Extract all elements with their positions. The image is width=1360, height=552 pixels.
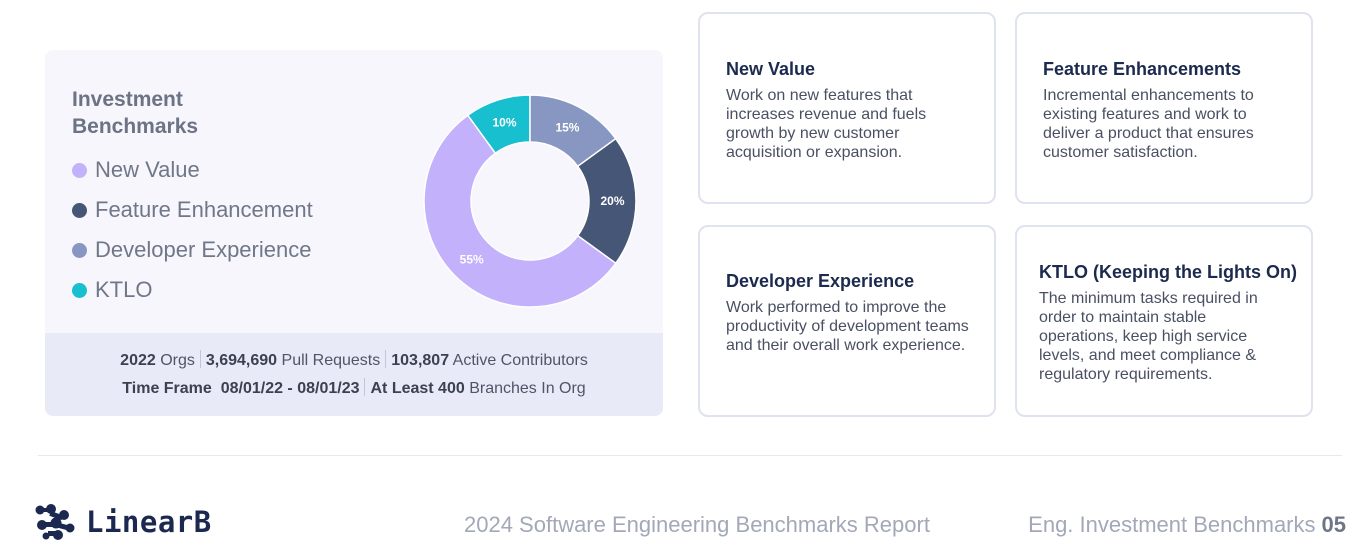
brand-name: LinearB xyxy=(86,505,212,539)
legend-dot xyxy=(72,242,87,258)
legend-item-new-value: New Value xyxy=(72,150,313,190)
stats-line-2: Time Frame 08/01/22 - 08/01/23 At Least 4… xyxy=(45,378,663,398)
donut-label-ktlo: 10% xyxy=(492,116,516,130)
dataset-stats: 2022 Orgs 3,694,690 Pull Requests 103,807 … xyxy=(45,333,663,416)
donut-label-developer-experience: 15% xyxy=(555,120,579,134)
card-body: Work on new features that increases reve… xyxy=(726,87,927,161)
chart-title: Investment Benchmarks xyxy=(72,88,199,138)
page-number: 05 xyxy=(1321,512,1346,537)
timeframe-value: 08/01/22 - 08/01/23 xyxy=(220,380,360,397)
legend-dot xyxy=(72,202,87,218)
linearb-logo: LinearB xyxy=(34,503,212,541)
donut-label-new-value: 55% xyxy=(460,252,484,266)
chart-legend: New Value Feature Enhancement Developer … xyxy=(72,150,313,310)
card-body: Work performed to improve the productivi… xyxy=(726,299,969,354)
card-new-value: New Value Work on new features that incr… xyxy=(698,12,996,204)
branches-value: At Least 400 xyxy=(370,380,465,397)
linearb-logo-icon xyxy=(35,504,75,540)
legend-label: New Value xyxy=(95,157,200,182)
benchmark-chart-panel: Investment Benchmarks New Value Feature … xyxy=(45,50,663,416)
separator xyxy=(364,378,366,396)
pull-requests-label: Pull Requests xyxy=(281,352,381,369)
card-ktlo: KTLO (Keeping the Lights On) The minimum… xyxy=(1015,225,1313,417)
legend-label: Feature Enhancement xyxy=(95,197,313,222)
orgs-value: 2022 xyxy=(120,352,156,369)
separator xyxy=(385,350,387,368)
section-title: Eng. Investment Benchmarks xyxy=(1028,512,1316,537)
pull-requests-value: 3,694,690 xyxy=(205,352,278,369)
donut-chart: 10% 15% 20% 55% xyxy=(423,94,637,308)
legend-dot xyxy=(72,162,87,178)
legend-item-developer-experience: Developer Experience xyxy=(72,230,313,270)
card-body: The minimum tasks required in order to m… xyxy=(1039,290,1258,383)
orgs-label: Orgs xyxy=(160,352,195,369)
donut-slice-new-value xyxy=(423,114,617,308)
card-title: KTLO (Keeping the Lights On) xyxy=(1039,262,1297,282)
contributors-label: Active Contributors xyxy=(452,352,588,369)
footer-divider xyxy=(38,455,1342,456)
section-indicator: Eng. Investment Benchmarks 05 xyxy=(1028,512,1346,538)
legend-label: KTLO xyxy=(95,277,153,302)
report-title: 2024 Software Engineering Benchmarks Rep… xyxy=(464,512,930,537)
branches-label: Branches In Org xyxy=(469,380,586,397)
timeframe-label: Time Frame xyxy=(122,380,212,397)
stats-line-1: 2022 Orgs 3,694,690 Pull Requests 103,807 … xyxy=(45,350,663,370)
chart-area: Investment Benchmarks New Value Feature … xyxy=(45,50,663,333)
contributors-value: 103,807 xyxy=(391,352,450,369)
card-title: New Value xyxy=(726,59,816,79)
legend-dot xyxy=(72,282,87,298)
separator xyxy=(199,350,201,368)
card-feature-enhancements: Feature Enhancements Incremental enhance… xyxy=(1015,12,1313,204)
card-title: Developer Experience xyxy=(726,271,915,291)
legend-item-feature-enhancement: Feature Enhancement xyxy=(72,190,313,230)
donut-label-feature-enhancement: 20% xyxy=(600,194,624,208)
card-title: Feature Enhancements xyxy=(1043,59,1242,79)
legend-label: Developer Experience xyxy=(95,237,312,262)
legend-item-ktlo: KTLO xyxy=(72,270,313,310)
card-body: Incremental enhancements to existing fea… xyxy=(1043,87,1254,161)
card-developer-experience: Developer Experience Work performed to i… xyxy=(698,225,996,417)
